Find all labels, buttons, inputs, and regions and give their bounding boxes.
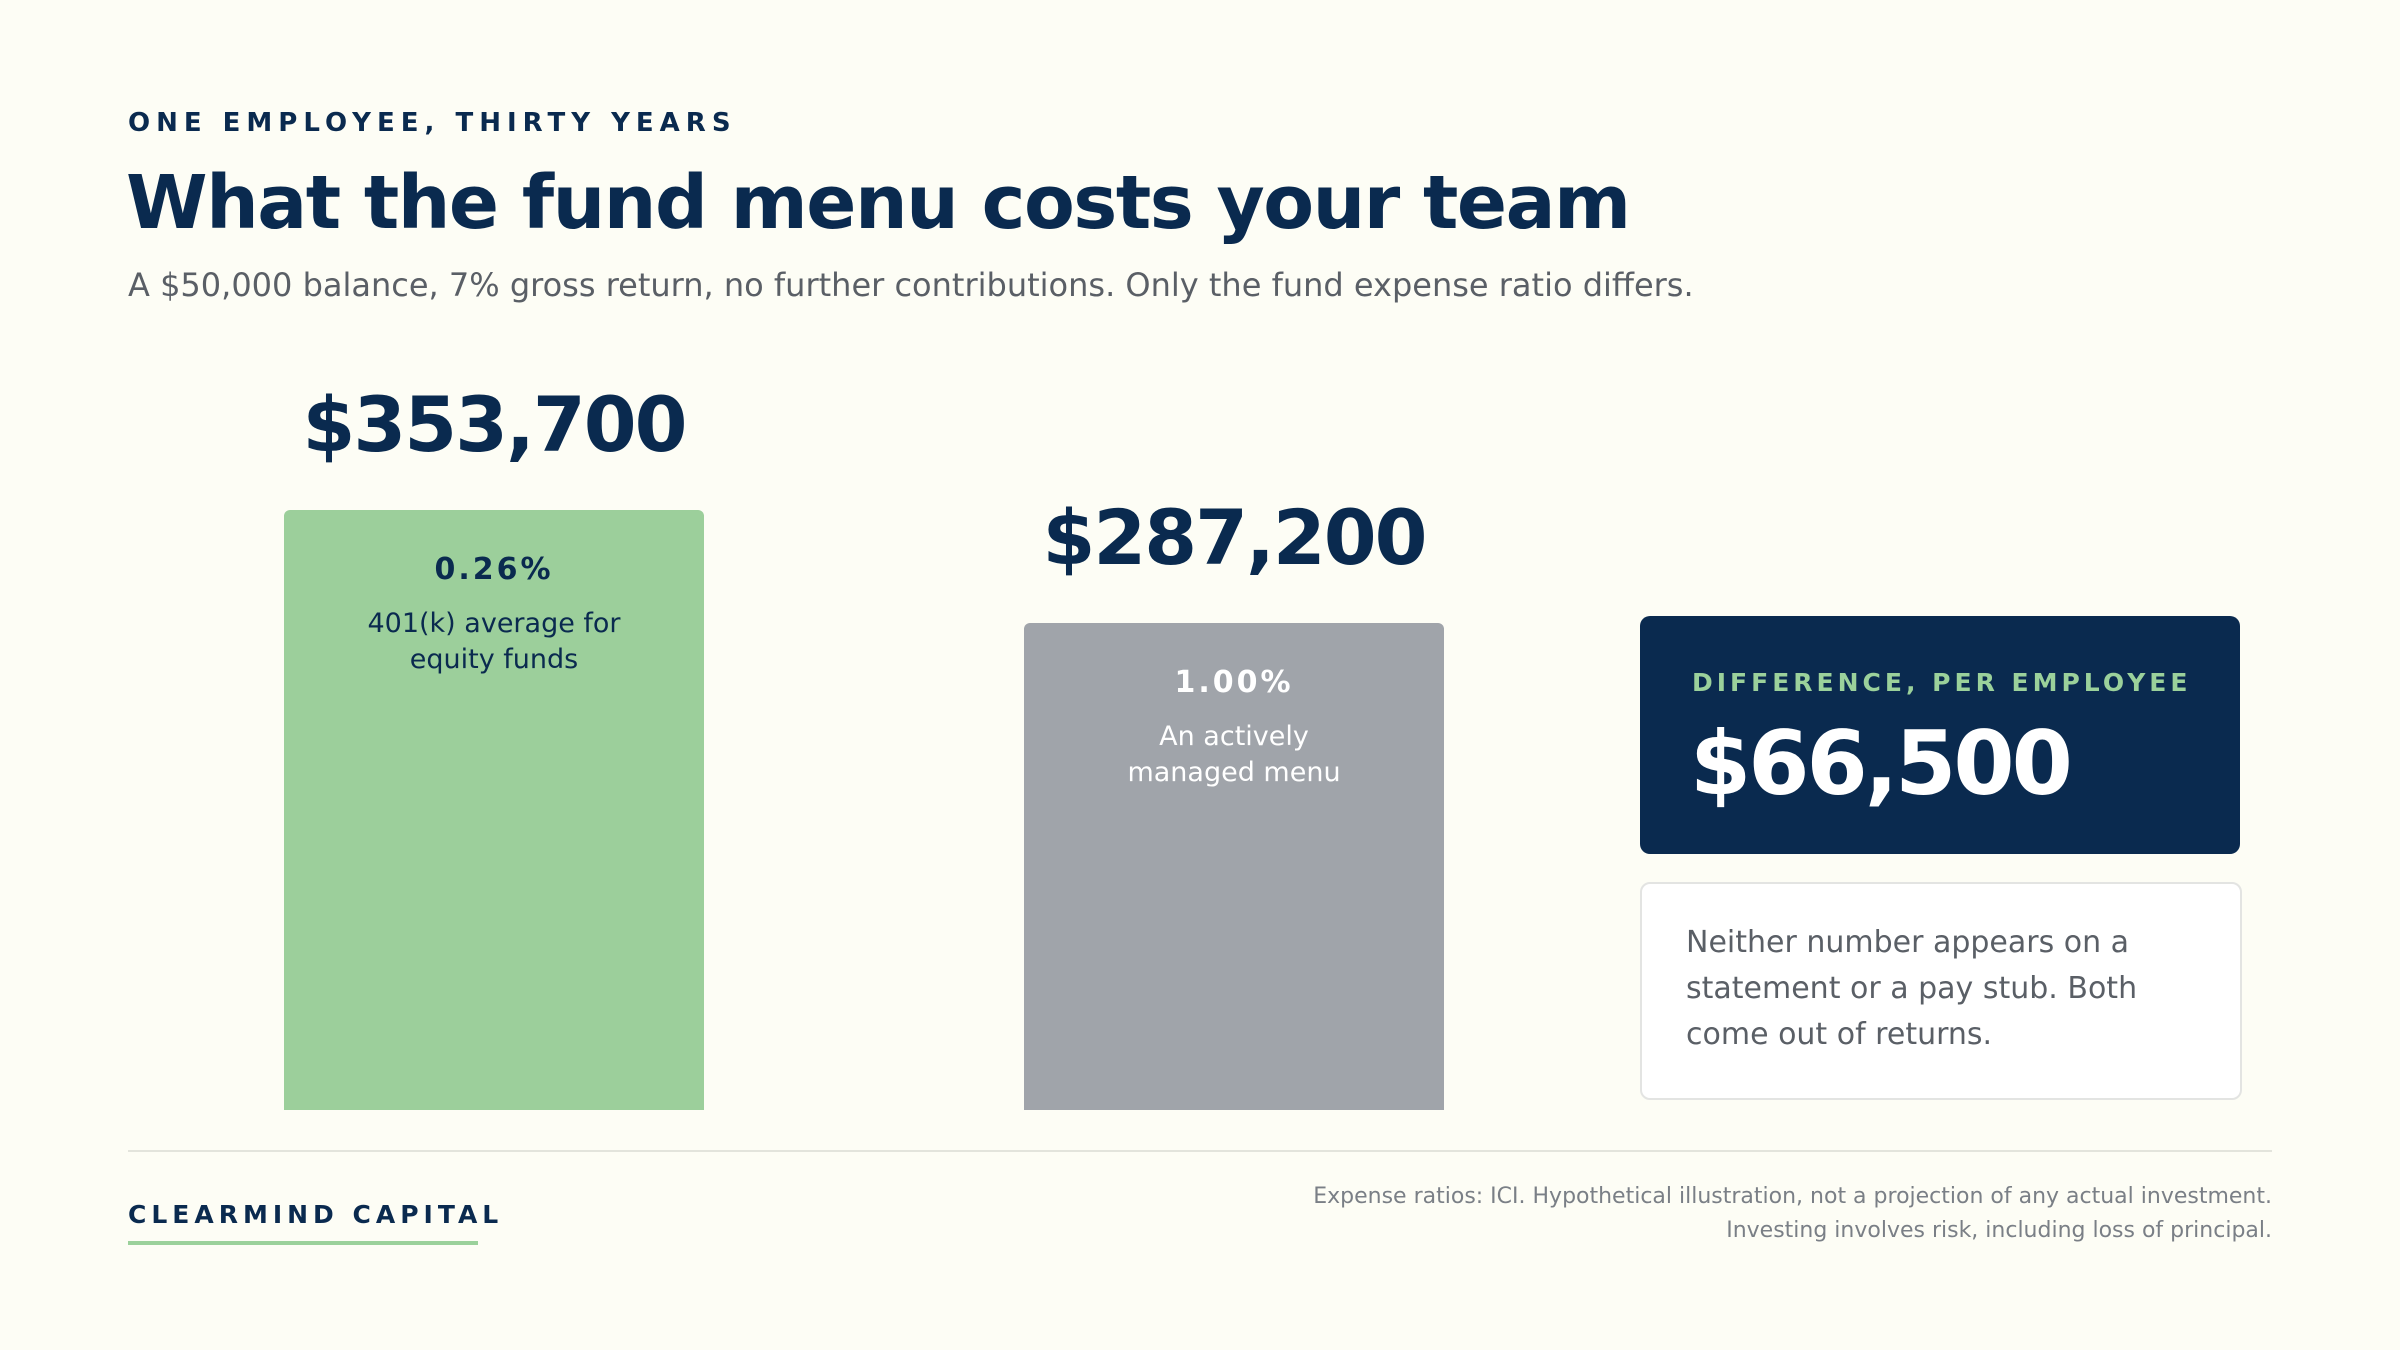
bar-ratio-low-fee: 0.26% [434, 552, 554, 587]
footnote-line-2: Investing involves risk, including loss … [1726, 1218, 2272, 1243]
brand-underline [128, 1241, 478, 1245]
bar-low-fee [284, 510, 704, 1110]
bar-category-high-fee: An actively managed menu [1127, 721, 1341, 788]
footnote: Expense ratios: ICI. Hypothetical illust… [1313, 1180, 2272, 1248]
brand-name: CLEARMIND CAPITAL [128, 1200, 504, 1229]
bar-high-fee [1024, 623, 1444, 1110]
page-subtitle: A $50,000 balance, 7% gross return, no f… [128, 266, 1694, 304]
page-title: What the fund menu costs your team [126, 160, 1631, 246]
footnote-line-1: Expense ratios: ICI. Hypothetical illust… [1313, 1184, 2272, 1209]
bar-value-low-fee: $353,700 [302, 380, 687, 469]
bar-ratio-high-fee: 1.00% [1174, 665, 1294, 700]
note-card: Neither number appears on a statement or… [1640, 882, 2242, 1100]
difference-value: $66,500 [1690, 712, 2073, 815]
difference-label: DIFFERENCE, PER EMPLOYEE [1692, 668, 2192, 697]
difference-card: DIFFERENCE, PER EMPLOYEE $66,500 [1640, 616, 2240, 854]
bar-category-low-fee: 401(k) average for equity funds [367, 608, 621, 675]
bar-value-high-fee: $287,200 [1042, 493, 1427, 582]
footer-divider [128, 1150, 2272, 1152]
eyebrow-label: ONE EMPLOYEE, THIRTY YEARS [128, 108, 737, 138]
note-text: Neither number appears on a statement or… [1686, 925, 2138, 1052]
